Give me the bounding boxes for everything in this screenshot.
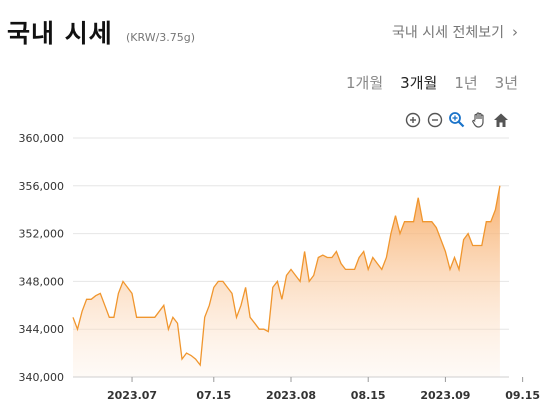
range-selector: 1개월 3개월 1년 3년 <box>346 72 518 93</box>
zoom-in-icon[interactable] <box>404 111 422 129</box>
unit-label: (KRW/3.75g) <box>126 31 196 44</box>
y-tick-label: 352,000 <box>19 228 65 241</box>
range-3y[interactable]: 3년 <box>494 74 518 92</box>
y-tick-label: 348,000 <box>19 275 65 288</box>
zoom-out-icon[interactable] <box>426 111 444 129</box>
pan-hand-icon[interactable] <box>470 111 488 129</box>
page-title: 국내 시세 <box>7 19 113 48</box>
chart-toolbar <box>404 111 510 129</box>
y-tick-label: 344,000 <box>19 323 65 336</box>
view-all-label: 국내 시세 전체보기 <box>392 25 504 41</box>
x-tick-label: 07.15 <box>196 389 231 402</box>
y-axis: 340,000 344,000 348,000 352,000 356,000 360,0… <box>19 132 65 384</box>
y-tick-label: 360,000 <box>19 132 65 145</box>
range-3m[interactable]: 3개월 <box>400 74 438 92</box>
x-tick-label: 2023.09 <box>420 389 470 402</box>
chevron-right-icon: › <box>512 23 518 41</box>
x-tick-label: 08.15 <box>351 389 386 402</box>
x-tick-label: 2023.07 <box>107 389 157 402</box>
series-area <box>73 185 500 377</box>
x-tick-label: 2023.08 <box>266 389 316 402</box>
y-tick-label: 356,000 <box>19 180 65 193</box>
view-all-link[interactable]: 국내 시세 전체보기 › <box>392 22 518 42</box>
range-1y[interactable]: 1년 <box>454 74 478 92</box>
magnifier-icon[interactable] <box>448 111 466 129</box>
x-tick-label: 09.15 <box>505 389 540 402</box>
home-icon[interactable] <box>492 111 510 129</box>
x-axis: 2023.07 07.15 2023.08 08.15 2023.09 09.15 <box>73 376 540 402</box>
range-1m[interactable]: 1개월 <box>346 74 384 92</box>
series-line <box>72 185 501 367</box>
y-tick-label: 340,000 <box>19 371 65 384</box>
